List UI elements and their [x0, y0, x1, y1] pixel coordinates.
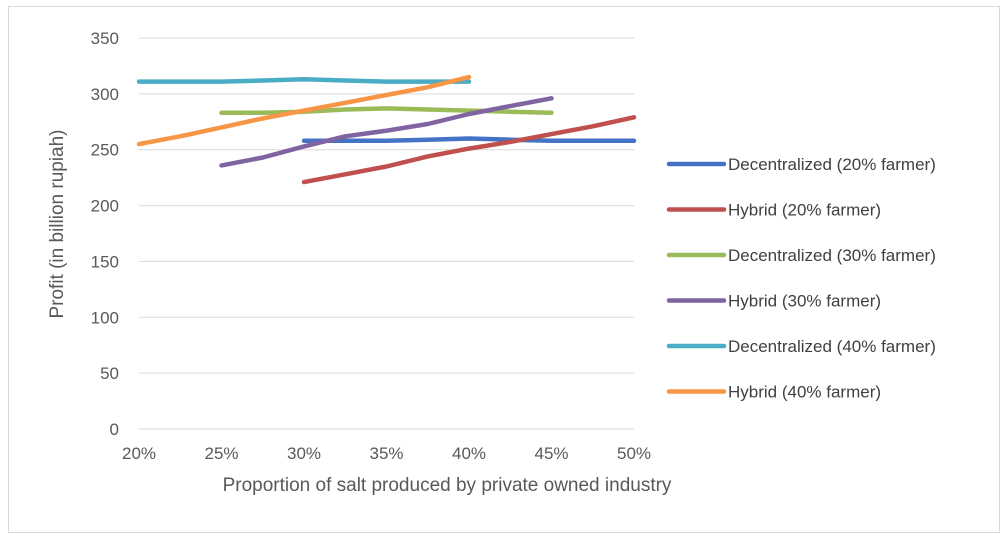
series-line-1	[301, 115, 637, 185]
x-tick-label: 40%	[452, 444, 486, 463]
y-tick-label: 0	[110, 420, 119, 439]
y-tick-label: 50	[100, 364, 119, 383]
gridlines	[139, 37, 634, 430]
series-line-3	[219, 96, 554, 168]
legend-label-5: Hybrid (40% farmer)	[728, 383, 881, 402]
line-chart: 0 50 100 150 200 250 300 350 20% 25% 30% 35% 40% 45%…	[47, 29, 936, 496]
y-tick-label: 300	[91, 85, 119, 104]
y-tick-label: 150	[91, 252, 119, 271]
series-line-0	[301, 136, 637, 144]
legend-label-1: Hybrid (20% farmer)	[728, 201, 881, 220]
legend-label-4: Decentralized (40% farmer)	[728, 337, 936, 356]
y-tick-label: 100	[91, 308, 119, 327]
y-axis-title: Profit (in billion rupiah)	[47, 129, 68, 318]
legend-label-3: Hybrid (30% farmer)	[728, 292, 881, 311]
x-tick-label: 30%	[287, 444, 321, 463]
legend-label-0: Decentralized (20% farmer)	[728, 155, 936, 174]
x-tick-label: 25%	[204, 444, 238, 463]
x-axis-title: Proportion of salt produced by private o…	[223, 475, 672, 496]
x-axis-ticks: 20% 25% 30% 35% 40% 45% 50%	[122, 444, 651, 463]
y-axis-ticks: 0 50 100 150 200 250 300 350	[91, 29, 119, 439]
legend-label-2: Decentralized (30% farmer)	[728, 246, 936, 265]
x-tick-label: 20%	[122, 444, 156, 463]
chart-frame: 0 50 100 150 200 250 300 350 20% 25% 30% 35% 40% 45%…	[8, 6, 1000, 533]
x-tick-label: 45%	[534, 444, 568, 463]
legend: Decentralized (20% farmer) Hybrid (20% fa…	[666, 155, 936, 402]
series-lines	[136, 74, 637, 185]
y-tick-label: 200	[91, 197, 119, 216]
x-tick-label: 50%	[617, 444, 651, 463]
y-tick-label: 250	[91, 141, 119, 160]
x-tick-label: 35%	[369, 444, 403, 463]
series-line-2	[219, 106, 554, 116]
y-tick-label: 350	[91, 29, 119, 48]
series-line-4	[136, 77, 472, 84]
series-line-5	[136, 74, 472, 147]
